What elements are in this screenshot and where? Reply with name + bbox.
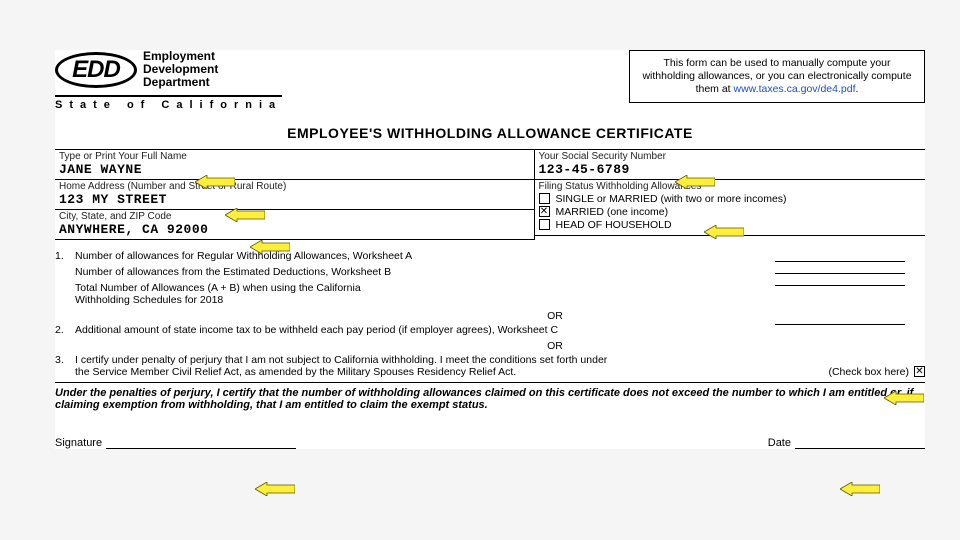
item-1d-text: Withholding Schedules for 2018 (75, 294, 925, 306)
checkbox-single[interactable] (539, 193, 550, 204)
status-single-label: SINGLE or MARRIED (with two or more inco… (556, 193, 787, 205)
address-label: Home Address (Number and Street or Rural… (59, 181, 530, 192)
left-column: Type or Print Your Full Name JANE WAYNE … (55, 150, 534, 240)
item-3: 3. I certify under penalty of perjury th… (55, 354, 925, 366)
date-line[interactable] (795, 437, 925, 449)
item-1c-text: Total Number of Allowances (A + B) when … (75, 282, 925, 294)
note-link[interactable]: www.taxes.ca.gov/de4.pdf (734, 83, 856, 95)
item-1b-text: Number of allowances from the Estimated … (75, 266, 925, 278)
edd-logo-block: EDD Employment Development Department St… (55, 50, 282, 111)
blank-line-a[interactable] (775, 261, 905, 262)
form-grid: Type or Print Your Full Name JANE WAYNE … (55, 149, 925, 240)
signature-row: Signature Date (55, 437, 925, 449)
name-label: Type or Print Your Full Name (59, 151, 530, 162)
info-note-box: This form can be used to manually comput… (629, 50, 925, 103)
right-column: Your Social Security Number 123-45-6789 … (534, 150, 926, 240)
signature-label: Signature (55, 437, 102, 449)
signature-line[interactable] (106, 437, 296, 449)
item-2-text: Additional amount of state income tax to… (75, 324, 925, 336)
note-period: . (856, 83, 859, 95)
state-of-california: State of California (55, 95, 282, 111)
form-title: EMPLOYEE'S WITHHOLDING ALLOWANCE CERTIFI… (55, 125, 925, 141)
item-2-num: 2. (55, 324, 69, 336)
item-1d: Withholding Schedules for 2018 (75, 294, 925, 306)
item-1: 1. Number of allowances for Regular With… (55, 250, 925, 262)
item-1b: Number of allowances from the Estimated … (75, 266, 925, 278)
worksheet-section: 1. Number of allowances for Regular With… (55, 250, 925, 378)
city-label: City, State, and ZIP Code (59, 211, 530, 222)
item-2: 2. Additional amount of state income tax… (55, 324, 925, 336)
edd-logo-words: Employment Development Department (143, 50, 218, 90)
date-label: Date (768, 437, 791, 449)
status-hoh-label: HEAD OF HOUSEHOLD (556, 219, 672, 231)
checkbox-married[interactable]: ✕ (539, 206, 550, 217)
address-value: 123 MY STREET (59, 192, 530, 207)
city-cell: City, State, and ZIP Code ANYWHERE, CA 9… (55, 210, 534, 240)
checkbox-item3[interactable]: ✕ (914, 366, 925, 377)
item-3-num: 3. (55, 354, 69, 366)
item-1c: Total Number of Allowances (A + B) when … (75, 282, 925, 294)
header-row: EDD Employment Development Department St… (55, 50, 925, 111)
or-2: OR (185, 340, 925, 352)
logo-line-3: Department (143, 76, 218, 89)
item-3b-text: the Service Member Civil Relief Act, as … (75, 366, 925, 378)
status-married[interactable]: ✕ MARRIED (one income) (539, 206, 922, 218)
item-3b: the Service Member Civil Relief Act, as … (75, 366, 925, 378)
edd-logo-oval: EDD (55, 52, 137, 88)
status-single[interactable]: SINGLE or MARRIED (with two or more inco… (539, 193, 922, 205)
name-cell: Type or Print Your Full Name JANE WAYNE (55, 150, 534, 180)
status-hoh[interactable]: HEAD OF HOUSEHOLD (539, 219, 922, 231)
check-box-here[interactable]: (Check box here) ✕ (828, 366, 925, 378)
ssn-cell: Your Social Security Number 123-45-6789 (535, 150, 926, 180)
item-1-num: 1. (55, 250, 69, 262)
item-3a-text: I certify under penalty of perjury that … (75, 354, 925, 366)
check-here-label: (Check box here) (828, 366, 909, 378)
name-value: JANE WAYNE (59, 162, 530, 177)
address-cell: Home Address (Number and Street or Rural… (55, 180, 534, 210)
perjury-statement: Under the penalties of perjury, I certif… (55, 382, 925, 411)
filing-status-cell: Filing Status Withholding Allowances SIN… (535, 180, 926, 236)
signature-field: Signature (55, 437, 296, 449)
form-page: EDD Employment Development Department St… (55, 50, 925, 449)
status-married-label: MARRIED (one income) (556, 206, 669, 218)
city-value: ANYWHERE, CA 92000 (59, 222, 530, 237)
checkbox-hoh[interactable] (539, 219, 550, 230)
annotation-arrow (840, 482, 880, 496)
filing-status-label: Filing Status Withholding Allowances (539, 181, 922, 192)
annotation-arrow (255, 482, 295, 496)
ssn-value: 123-45-6789 (539, 162, 922, 177)
date-field: Date (768, 437, 925, 449)
or-1: OR (185, 310, 925, 322)
ssn-label: Your Social Security Number (539, 151, 922, 162)
blank-line-2[interactable] (775, 324, 905, 325)
